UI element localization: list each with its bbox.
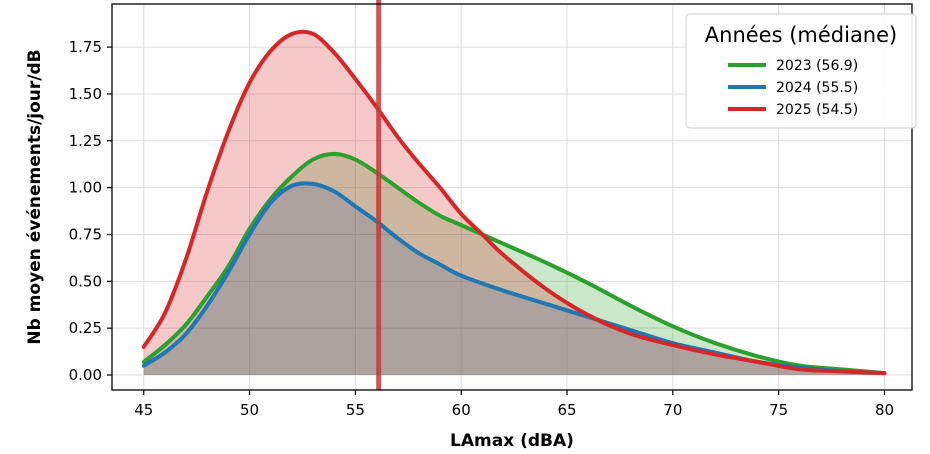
x-axis-label: LAmax (dBA) <box>450 431 574 451</box>
y-tick-label: 0.75 <box>69 225 102 243</box>
y-tick-label: 0.50 <box>69 272 102 290</box>
legend-title: Années (médiane) <box>705 23 897 47</box>
y-axis-label: Nb moyen événements/jour/dB <box>25 49 45 344</box>
axes-frame <box>111 3 913 391</box>
legend-label-2025: 2025 (54.5) <box>776 102 858 118</box>
y-tick-label: 0.00 <box>69 366 102 384</box>
x-tick-label: 50 <box>240 401 259 419</box>
legend-label-2023: 2023 (56.9) <box>776 58 858 74</box>
series-line-2023 <box>141 151 887 376</box>
x-tick-label: 60 <box>452 401 471 419</box>
series-line-2025 <box>141 29 887 376</box>
y-tick-label: 1.00 <box>69 179 102 197</box>
x-tick-label: 65 <box>557 401 576 419</box>
x-tick-label: 55 <box>346 401 365 419</box>
series-area-2025 <box>143 31 885 376</box>
series-area-2024 <box>143 183 885 376</box>
y-tick-label: 1.50 <box>69 85 102 103</box>
y-tick-label: 1.75 <box>69 38 102 56</box>
y-tick-label: 1.25 <box>69 132 102 150</box>
legend-label-2024: 2024 (55.5) <box>776 80 858 96</box>
legend: Années (médiane) 2023 (56.9) 2024 (55.5) 20… <box>685 13 917 129</box>
x-tick-label: 45 <box>134 401 153 419</box>
legend-box <box>685 13 917 129</box>
x-tick-label: 75 <box>769 401 788 419</box>
y-tick-label: 0.25 <box>69 319 102 337</box>
x-tick-label: 80 <box>875 401 894 419</box>
x-tick-label: 70 <box>663 401 682 419</box>
